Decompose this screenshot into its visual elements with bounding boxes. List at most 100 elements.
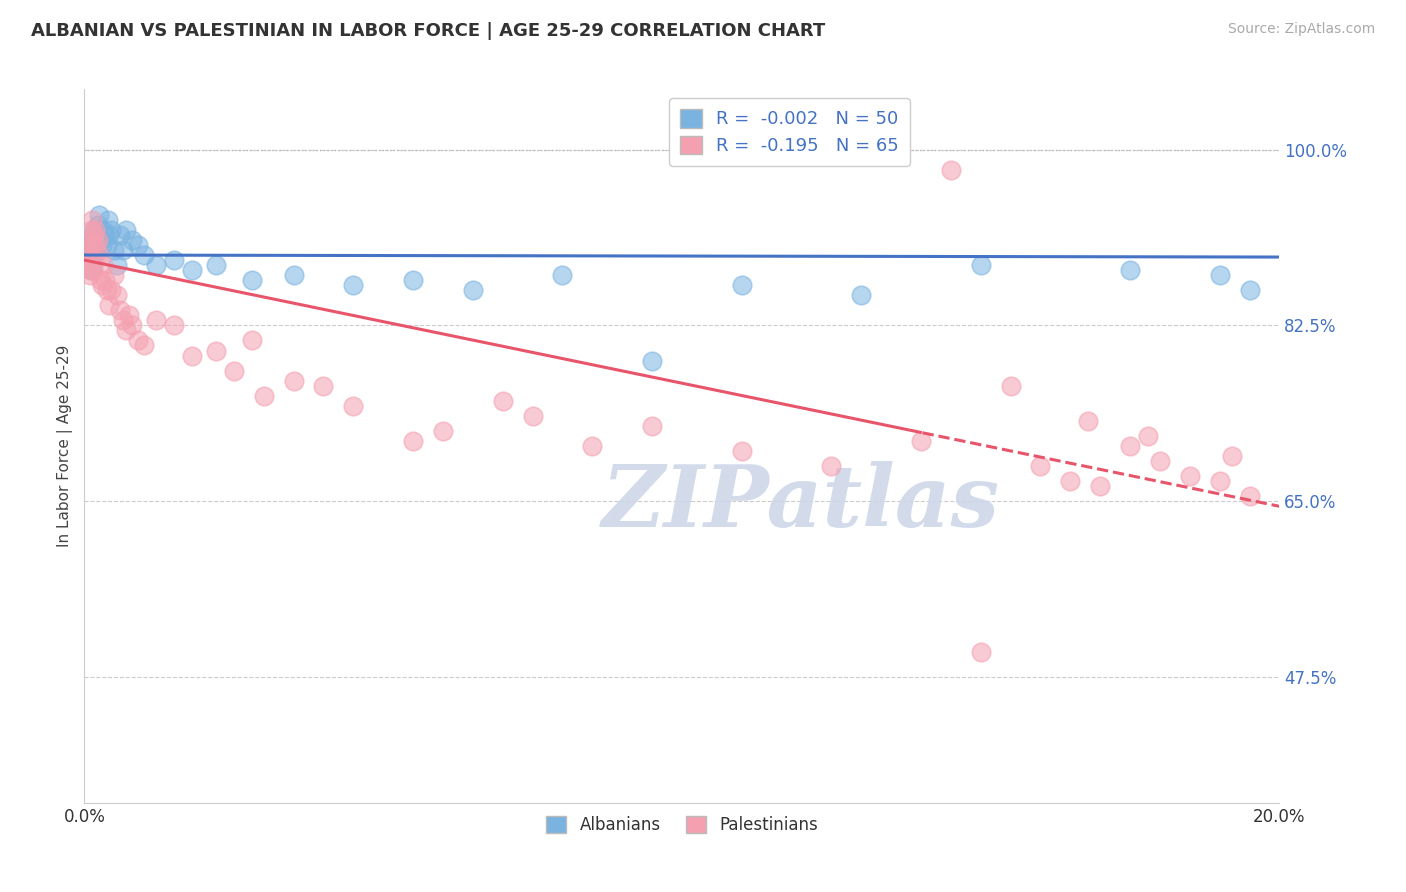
Point [1090,479,1112,493]
Point [121,318,143,333]
Point [1077,414,1099,428]
Point [222,363,245,377]
Point [89,208,111,222]
Point [90,273,112,287]
Point [551,268,574,282]
Point [84,223,107,237]
Point [100,283,122,297]
Point [970,258,993,272]
Point [82,258,104,272]
Text: Source: ZipAtlas.com: Source: ZipAtlas.com [1227,22,1375,37]
Text: ALBANIAN VS PALESTINIAN IN LABOR FORCE | AGE 25-29 CORRELATION CHART: ALBANIAN VS PALESTINIAN IN LABOR FORCE |… [31,22,825,40]
Point [80,263,103,277]
Point [112,313,135,327]
Point [1000,378,1022,392]
Point [91,278,114,293]
Point [342,278,364,293]
Point [181,263,204,277]
Point [103,243,125,257]
Point [641,353,664,368]
Point [110,303,132,318]
Point [402,434,425,448]
Point [112,243,135,257]
Point [82,238,104,252]
Point [132,248,156,262]
Point [132,338,156,352]
Point [79,253,101,268]
Point [83,223,105,237]
Point [205,343,228,358]
Point [96,283,118,297]
Point [98,298,121,312]
Point [118,309,141,323]
Point [115,323,138,337]
Point [80,212,103,227]
Point [253,389,276,403]
Point [77,233,100,247]
Text: ZIPatlas: ZIPatlas [602,461,1001,545]
Legend: Albanians, Palestinians: Albanians, Palestinians [540,809,824,841]
Point [97,212,120,227]
Point [77,233,100,247]
Point [1119,439,1142,453]
Point [82,263,104,277]
Point [105,258,128,272]
Point [98,227,121,242]
Point [86,227,108,242]
Point [1029,459,1052,474]
Point [82,233,104,247]
Point [240,273,263,287]
Point [731,278,754,293]
Point [939,162,962,177]
Point [127,238,149,252]
Point [283,268,305,282]
Point [163,318,186,333]
Point [105,288,128,302]
Point [121,233,143,247]
Point [163,253,186,268]
Point [1178,469,1201,483]
Point [76,248,98,262]
Point [851,288,873,302]
Point [115,223,138,237]
Point [82,253,104,268]
Point [83,248,105,262]
Point [181,349,204,363]
Point [641,418,664,433]
Point [80,248,103,262]
Y-axis label: In Labor Force | Age 25-29: In Labor Force | Age 25-29 [58,345,73,547]
Point [79,263,101,277]
Point [79,238,101,252]
Point [1209,268,1232,282]
Point [127,334,149,348]
Point [910,434,932,448]
Point [1239,283,1261,297]
Point [77,258,100,272]
Point [1220,449,1243,463]
Point [86,238,108,252]
Point [205,258,228,272]
Point [432,424,454,438]
Point [522,409,544,423]
Point [84,238,107,252]
Point [100,223,122,237]
Point [402,273,425,287]
Point [581,439,603,453]
Point [90,233,112,247]
Point [1149,454,1171,468]
Point [77,258,100,272]
Point [89,248,111,262]
Point [79,268,101,282]
Point [731,444,754,458]
Point [820,459,842,474]
Point [93,223,115,237]
Point [1119,263,1142,277]
Point [77,243,100,257]
Point [970,645,993,659]
Point [312,378,335,392]
Point [461,283,484,297]
Point [94,227,117,242]
Point [103,268,125,282]
Point [86,218,108,232]
Point [145,258,167,272]
